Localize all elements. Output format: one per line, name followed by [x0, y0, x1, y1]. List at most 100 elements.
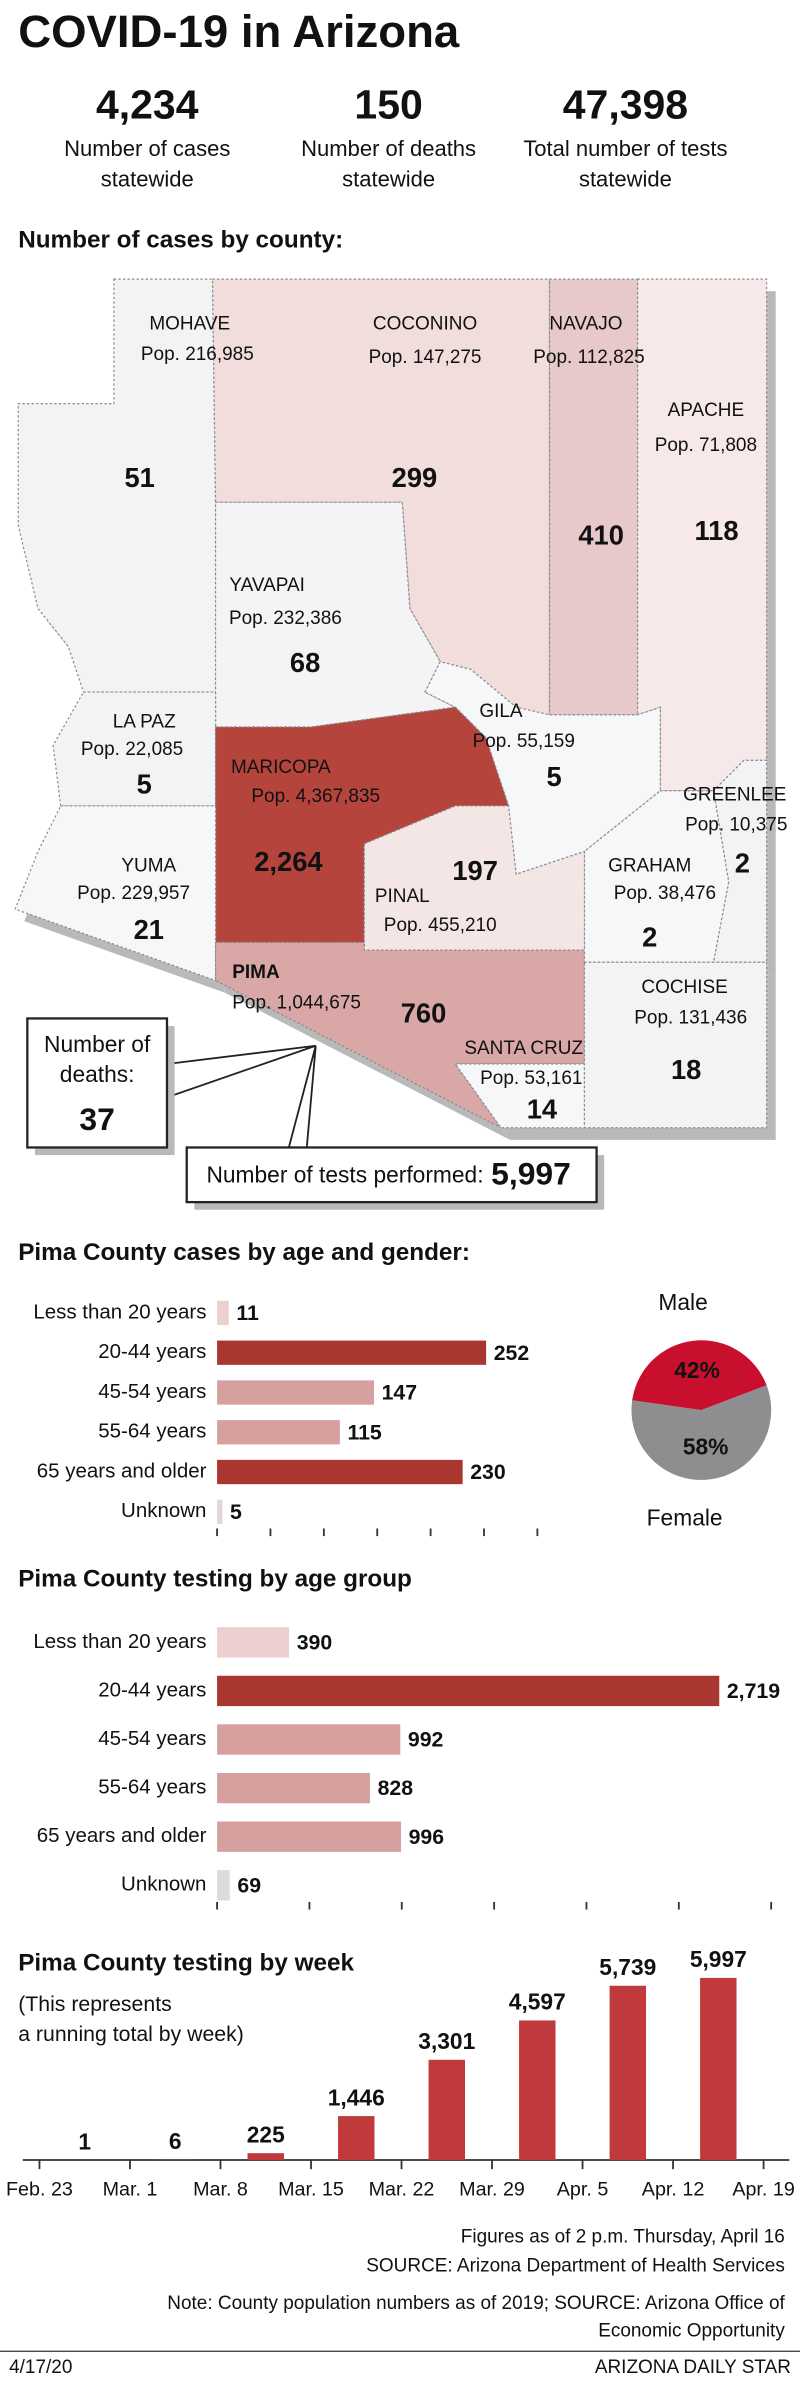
- category-label: 45-54 years: [98, 1727, 206, 1750]
- footer-note: Note: County population numbers as of 20…: [167, 2293, 785, 2314]
- callout-label: deaths:: [60, 1061, 135, 1087]
- stat-value: 47,398: [563, 81, 688, 127]
- county: [17, 278, 217, 693]
- county-population: Pop. 455,210: [384, 915, 497, 936]
- category-label: 45-54 years: [98, 1380, 206, 1403]
- x-tick-label: Feb. 23: [6, 2179, 73, 2201]
- pie-label: 42%: [674, 1357, 720, 1383]
- footer-note: SOURCE: Arizona Department of Health Ser…: [366, 2255, 785, 2276]
- x-tick-label: Mar. 8: [193, 2179, 248, 2201]
- county: [548, 278, 639, 716]
- value-label: 390: [297, 1630, 332, 1654]
- stat-label: Number of deaths: [301, 136, 476, 161]
- county-population: Pop. 55,159: [473, 731, 575, 752]
- section-title: Number of cases by county:: [18, 227, 343, 254]
- county-cases: 21: [134, 914, 164, 945]
- county-name: MARICOPA: [231, 757, 331, 778]
- bar: [217, 1300, 229, 1326]
- bar: [217, 1870, 230, 1901]
- value-label: 252: [494, 1341, 529, 1365]
- value-label: 69: [237, 1873, 261, 1897]
- county-name: PINAL: [375, 886, 430, 907]
- county-cases: 2: [642, 922, 657, 953]
- callout-value: 5,997: [491, 1156, 571, 1192]
- bar: [217, 1420, 340, 1445]
- callout-box: [185, 1146, 598, 1204]
- county-population: Pop. 232,386: [229, 608, 342, 629]
- value-label: 147: [382, 1381, 417, 1405]
- bar: [217, 1340, 487, 1365]
- category-label: Unknown: [121, 1499, 206, 1522]
- stat-label: statewide: [101, 166, 194, 191]
- county: [14, 805, 217, 982]
- county-cases: 18: [671, 1054, 701, 1085]
- county-population: Pop. 4,367,835: [251, 786, 380, 807]
- county-name: PIMA: [232, 962, 280, 983]
- value-label: 6: [169, 2128, 182, 2154]
- callout-pointer: [287, 1045, 317, 1150]
- category-label: 65 years and older: [37, 1824, 207, 1847]
- county-cases: 5: [137, 768, 152, 799]
- callout-label: Number of tests performed:: [206, 1161, 483, 1187]
- county-name: GREENLEE: [683, 784, 786, 805]
- callout-label: Number of: [44, 1031, 151, 1057]
- bar: [609, 1985, 647, 2161]
- stat-value: 150: [354, 81, 422, 127]
- value-label: 992: [408, 1728, 443, 1752]
- chart-subtitle: (This represents: [18, 1992, 172, 2016]
- value-label: 2,719: [727, 1679, 780, 1703]
- callout-pointer: [166, 1044, 317, 1099]
- category-label: Less than 20 years: [33, 1300, 206, 1323]
- stat-label: statewide: [342, 166, 435, 191]
- county-cases: 197: [452, 855, 498, 886]
- value-label: 5,739: [599, 1954, 656, 1980]
- county-name: MOHAVE: [149, 314, 230, 335]
- county-cases: 410: [578, 519, 624, 550]
- bar: [217, 1380, 375, 1405]
- stat-label: statewide: [579, 166, 672, 191]
- value-label: 225: [247, 2121, 285, 2147]
- footer-date: 4/17/20: [9, 2357, 72, 2378]
- county-population: Pop. 71,808: [655, 435, 757, 456]
- value-label: 996: [409, 1825, 445, 1849]
- bar: [217, 1627, 290, 1658]
- category-label: 65 years and older: [37, 1459, 207, 1482]
- county-cases: 760: [401, 998, 447, 1029]
- county-cases: 2: [735, 847, 750, 878]
- value-label: 828: [378, 1776, 414, 1800]
- bar: [338, 2116, 375, 2161]
- bar: [217, 1821, 402, 1852]
- county-cases: 2,264: [254, 846, 323, 877]
- county-name: LA PAZ: [113, 711, 176, 732]
- x-tick-label: Mar. 22: [369, 2179, 435, 2201]
- chart-title: Pima County testing by week: [18, 1950, 354, 1977]
- county-name: GRAHAM: [608, 856, 691, 877]
- value-label: 1,446: [328, 2084, 385, 2110]
- x-tick-label: Apr. 19: [732, 2179, 795, 2201]
- category-label: 55-64 years: [98, 1775, 206, 1798]
- chart-title: Pima County testing by age group: [18, 1566, 412, 1593]
- bar: [700, 1977, 737, 2161]
- county-cases: 14: [527, 1093, 558, 1124]
- footer-note: Economic Opportunity: [598, 2321, 785, 2342]
- value-label: 11: [236, 1301, 259, 1325]
- pie-slice: [631, 1385, 772, 1480]
- category-label: 55-64 years: [98, 1420, 206, 1443]
- county-cases: 51: [124, 462, 154, 493]
- footer-credit: ARIZONA DAILY STAR: [595, 2357, 791, 2378]
- chart-subtitle: a running total by week): [18, 2022, 244, 2046]
- county-population: Pop. 53,161: [480, 1068, 582, 1089]
- x-tick-label: Mar. 29: [459, 2179, 525, 2201]
- county-population: Pop. 22,085: [81, 739, 183, 760]
- county-name: NAVAJO: [549, 314, 622, 335]
- value-label: 4,597: [509, 1989, 566, 2015]
- pie-slice: [632, 1340, 767, 1411]
- bar: [217, 1724, 401, 1755]
- page-title: COVID-19 in Arizona: [18, 6, 460, 57]
- value-label: 3,301: [418, 2028, 475, 2054]
- category-label: Unknown: [121, 1873, 206, 1896]
- bar: [217, 1675, 720, 1707]
- county-name: YAVAPAI: [229, 575, 305, 596]
